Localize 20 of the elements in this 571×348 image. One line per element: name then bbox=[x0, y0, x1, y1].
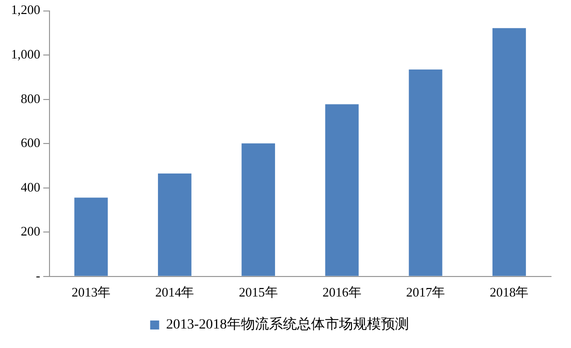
bar bbox=[242, 143, 276, 276]
bar bbox=[492, 28, 526, 276]
y-tick-label: 1,000 bbox=[11, 46, 40, 62]
x-tick-label: 2017年 bbox=[406, 284, 446, 300]
x-tick-label: 2013年 bbox=[72, 284, 111, 300]
y-tick-label: 800 bbox=[20, 90, 40, 106]
legend-label: 2013-2018年物流系统总体市场规模预测 bbox=[166, 316, 409, 333]
x-tick-label: 2015年 bbox=[238, 284, 278, 300]
bar bbox=[325, 104, 359, 276]
bar bbox=[408, 69, 442, 276]
bar bbox=[158, 173, 192, 276]
x-tick-label: 2018年 bbox=[490, 284, 529, 300]
y-tick-label: - bbox=[36, 268, 40, 283]
y-tick-label: 1,200 bbox=[11, 2, 40, 18]
x-tick-label: 2014年 bbox=[155, 284, 194, 300]
y-tick-label: 400 bbox=[20, 179, 40, 194]
x-tick-label: 2016年 bbox=[322, 284, 362, 300]
bar bbox=[74, 198, 108, 276]
y-tick-label: 200 bbox=[20, 224, 40, 239]
y-tick-label: 600 bbox=[20, 135, 40, 150]
